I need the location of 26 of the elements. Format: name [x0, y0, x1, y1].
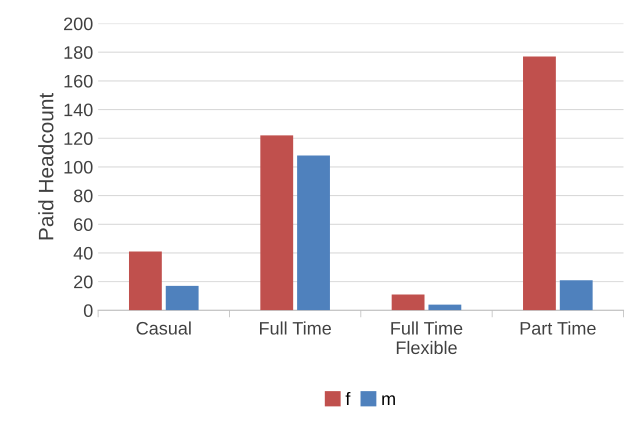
bar [166, 286, 199, 310]
x-tick-label: Full Time Flexible [391, 321, 462, 354]
bar [297, 155, 330, 310]
legend-label: f [346, 392, 350, 406]
y-tick-label: 160 [64, 74, 93, 88]
bar [260, 135, 294, 310]
bar [560, 280, 593, 310]
x-tick-label: Full Time [260, 321, 331, 335]
y-tick-label: 180 [64, 46, 93, 59]
y-tick-label: 140 [64, 104, 93, 116]
y-tick-label: 40 [74, 246, 93, 260]
y-tick-label: 80 [74, 190, 93, 202]
x-tick-label: Part Time [520, 321, 596, 335]
y-tick-label: 120 [64, 132, 93, 145]
y-tick-label: 100 [64, 160, 93, 174]
bar [392, 294, 425, 310]
y-tick-label: 0 [84, 304, 93, 318]
y-tick-label: 20 [74, 276, 93, 288]
x-tick-label: Casual [136, 321, 191, 335]
y-tick-label: 60 [74, 218, 93, 231]
bar [523, 56, 556, 310]
legend-label: m [382, 395, 395, 406]
y-axis-title: Paid Headcount [38, 92, 54, 240]
bar [428, 304, 462, 310]
y-tick-label: 200 [64, 17, 93, 30]
bar [128, 252, 162, 310]
